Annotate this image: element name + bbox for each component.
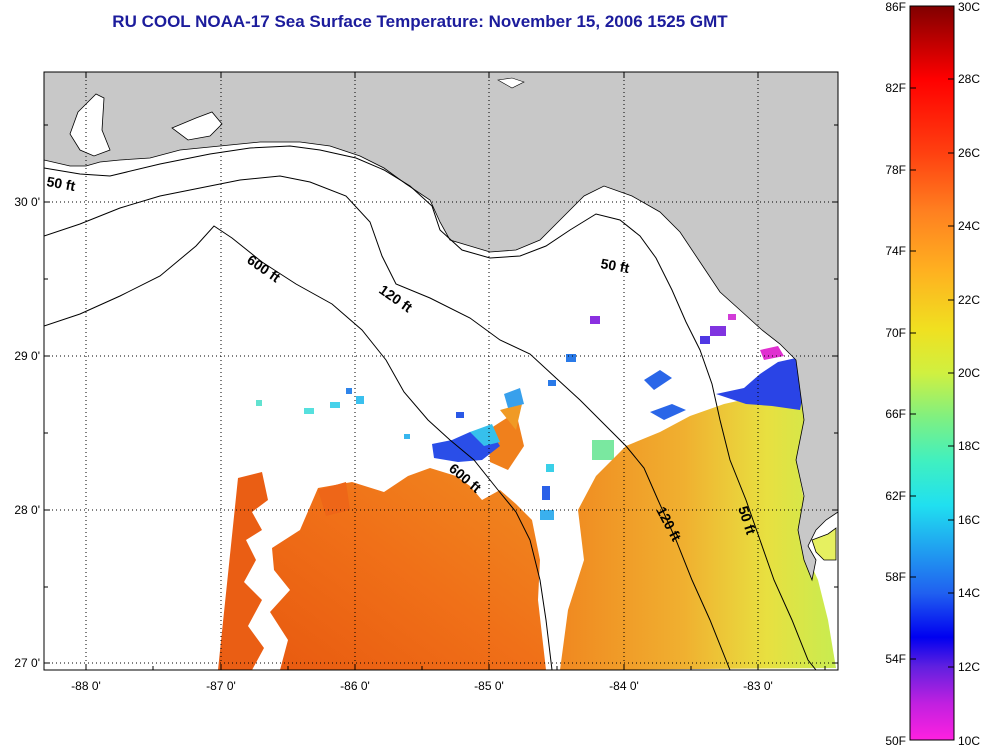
contour-label: 50 ft	[45, 173, 76, 194]
sst-patch-east	[560, 392, 836, 670]
sst-patch-small	[504, 388, 524, 408]
contour-120ft	[44, 175, 731, 670]
lat-tick-label: 29 0'	[14, 349, 40, 363]
lon-tick-label: -86 0'	[340, 679, 370, 693]
sst-pixel	[256, 400, 262, 406]
contour-label: 50 ft	[599, 255, 630, 276]
sst-pixel	[546, 464, 554, 472]
bay-inlet	[497, 77, 525, 89]
sst-patch-west	[218, 472, 268, 670]
sst-pixel	[548, 380, 556, 386]
lon-tick-label: -85 0'	[474, 679, 504, 693]
lat-tick-label: 27 0'	[14, 656, 40, 670]
map-title: RU COOL NOAA-17 Sea Surface Temperature:…	[112, 12, 728, 31]
sst-pixel	[566, 354, 576, 362]
sst-patch-cold-coastal	[716, 358, 806, 410]
contour-50ft	[44, 145, 817, 670]
sst-pixel	[728, 314, 736, 320]
sst-pixel	[650, 404, 686, 420]
sst-data-layer	[218, 314, 836, 670]
sst-pixel	[700, 336, 710, 344]
lon-tick-label: -84 0'	[609, 679, 639, 693]
lon-tick-label: -88 0'	[71, 679, 101, 693]
map-frame	[43, 71, 839, 671]
land-mass	[44, 72, 838, 582]
sst-patch-small	[318, 482, 350, 516]
lat-tick-label: 28 0'	[14, 503, 40, 517]
sst-pixel	[592, 440, 614, 460]
tampa-bay	[811, 527, 837, 561]
sst-pixel	[356, 396, 364, 404]
sst-pixel	[330, 402, 340, 408]
sst-pixel	[304, 408, 314, 414]
sst-pixel	[644, 370, 672, 390]
sst-pixel	[542, 486, 550, 500]
depth-contours	[44, 145, 817, 670]
sst-pixel	[404, 434, 410, 439]
sst-pixel	[540, 510, 554, 520]
sst-patch-small	[470, 424, 500, 446]
sst-pixel	[710, 326, 726, 336]
bay-inlet	[171, 111, 223, 141]
map-graticule	[44, 72, 838, 670]
sst-patch-small	[500, 404, 522, 430]
contour-600ft	[44, 225, 553, 670]
sst-patch-cold-coastal	[760, 346, 784, 360]
sst-pixel	[456, 412, 464, 418]
lon-tick-label: -83 0'	[743, 679, 773, 693]
axis-ticks	[44, 72, 838, 670]
sst-patch-central	[270, 468, 546, 670]
sst-pixel	[590, 316, 600, 324]
lon-tick-label: -87 0'	[206, 679, 236, 693]
mobile-bay	[69, 93, 111, 157]
sst-pixel	[346, 388, 352, 394]
lat-tick-label: 30 0'	[14, 195, 40, 209]
